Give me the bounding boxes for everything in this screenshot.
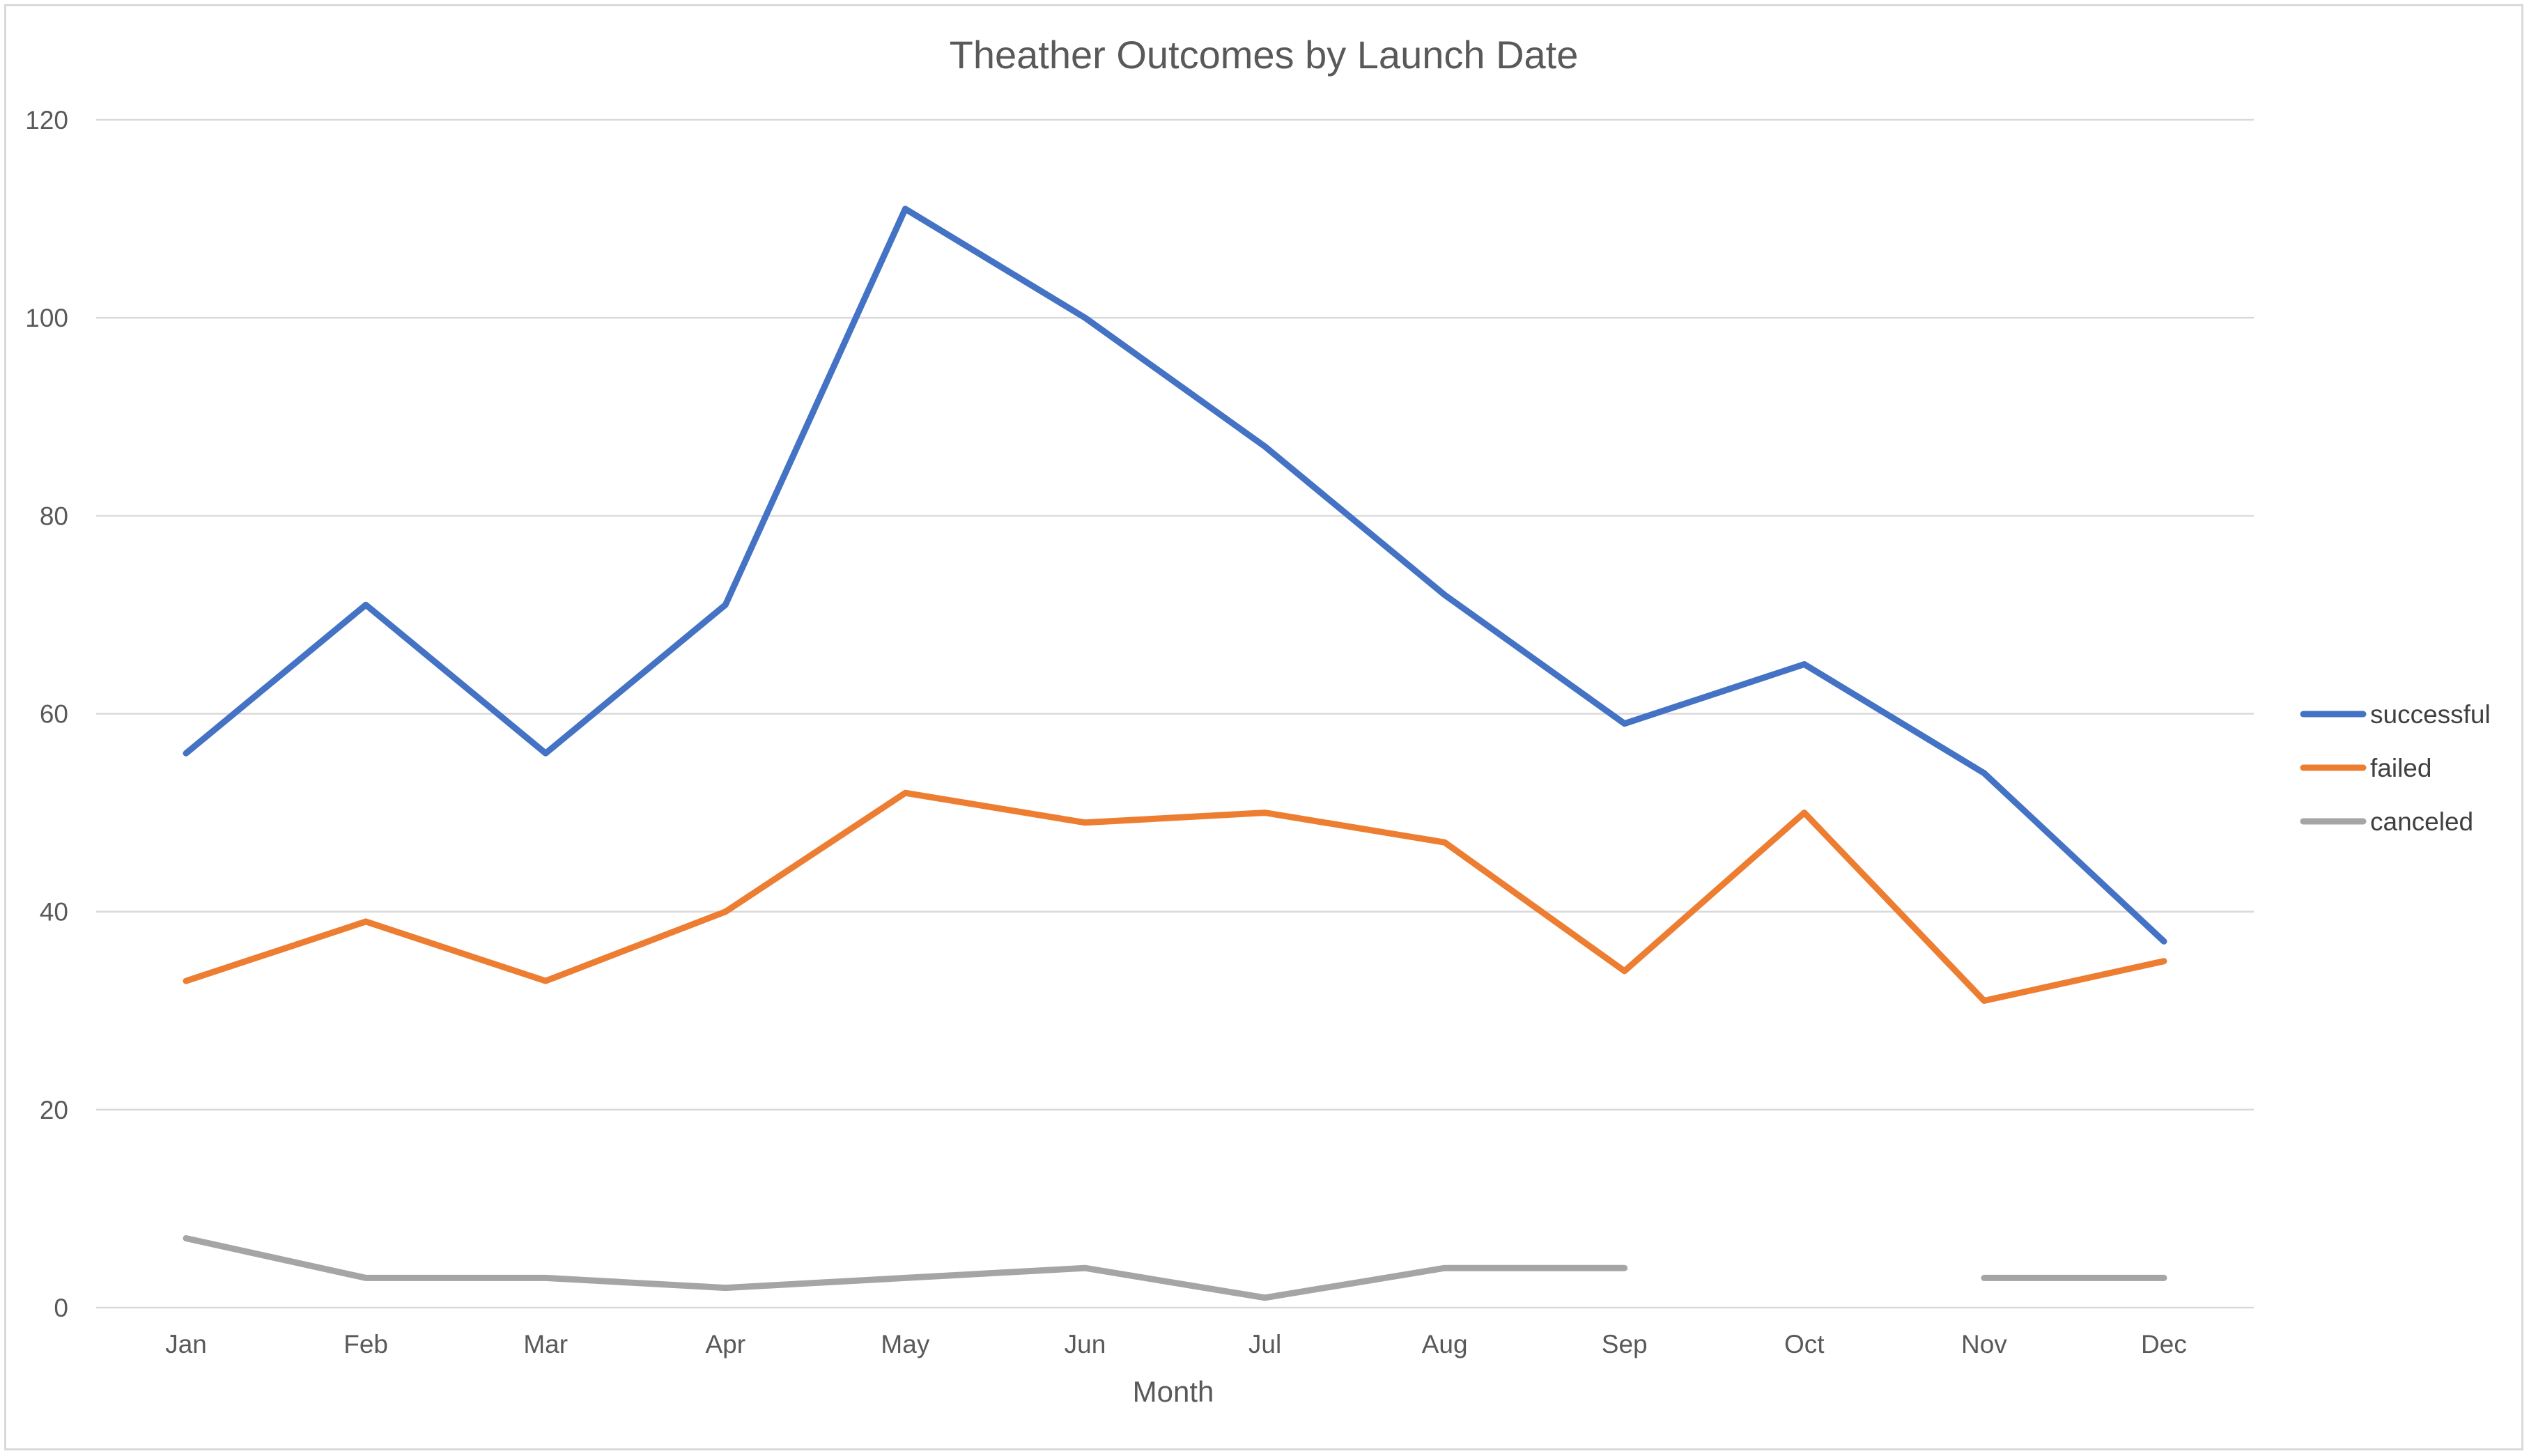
series-line-successful bbox=[183, 206, 2167, 945]
x-tick-label: Nov bbox=[1961, 1330, 2007, 1358]
y-tick-label: 60 bbox=[40, 700, 68, 729]
x-axis-title: Month bbox=[1133, 1375, 1214, 1408]
x-tick-label: Jun bbox=[1065, 1330, 1106, 1358]
x-tick-label: Mar bbox=[523, 1330, 568, 1358]
y-tick-label: 120 bbox=[25, 106, 68, 134]
gridlines bbox=[96, 118, 2254, 1309]
x-tick-label: May bbox=[881, 1330, 929, 1358]
x-tick-label: Oct bbox=[1784, 1330, 1825, 1358]
x-tick-label: Dec bbox=[2141, 1330, 2187, 1358]
y-tick-label: 40 bbox=[40, 898, 68, 927]
series-line-failed bbox=[183, 789, 2167, 1004]
y-tick-label: 20 bbox=[40, 1096, 68, 1124]
y-axis-tick-labels: 0 20 40 60 80 100 120 bbox=[25, 106, 68, 1322]
series-lines bbox=[183, 206, 2167, 1301]
x-tick-label: Jan bbox=[165, 1330, 207, 1358]
y-tick-label: 100 bbox=[25, 304, 68, 332]
x-tick-label: Apr bbox=[706, 1330, 746, 1358]
x-axis-tick-labels: Jan Feb Mar Apr May Jun Jul Aug Sep Oct Nov Dec bbox=[165, 1330, 2187, 1358]
y-tick-label: 0 bbox=[54, 1294, 68, 1322]
legend-label-failed: failed bbox=[2370, 754, 2431, 782]
x-tick-label: Feb bbox=[343, 1330, 388, 1358]
chart-title: Theather Outcomes by Launch Date bbox=[950, 33, 1579, 77]
legend-label-canceled: canceled bbox=[2370, 807, 2473, 836]
x-tick-label: Jul bbox=[1248, 1330, 1281, 1358]
legend: successful failed canceled bbox=[2300, 700, 2491, 836]
x-tick-label: Aug bbox=[1422, 1330, 1468, 1358]
chart-frame bbox=[4, 4, 2523, 1450]
x-tick-label: Sep bbox=[1602, 1330, 1648, 1358]
series-line-canceled bbox=[183, 1235, 2167, 1301]
legend-label-successful: successful bbox=[2370, 700, 2491, 729]
y-tick-label: 80 bbox=[40, 502, 68, 530]
